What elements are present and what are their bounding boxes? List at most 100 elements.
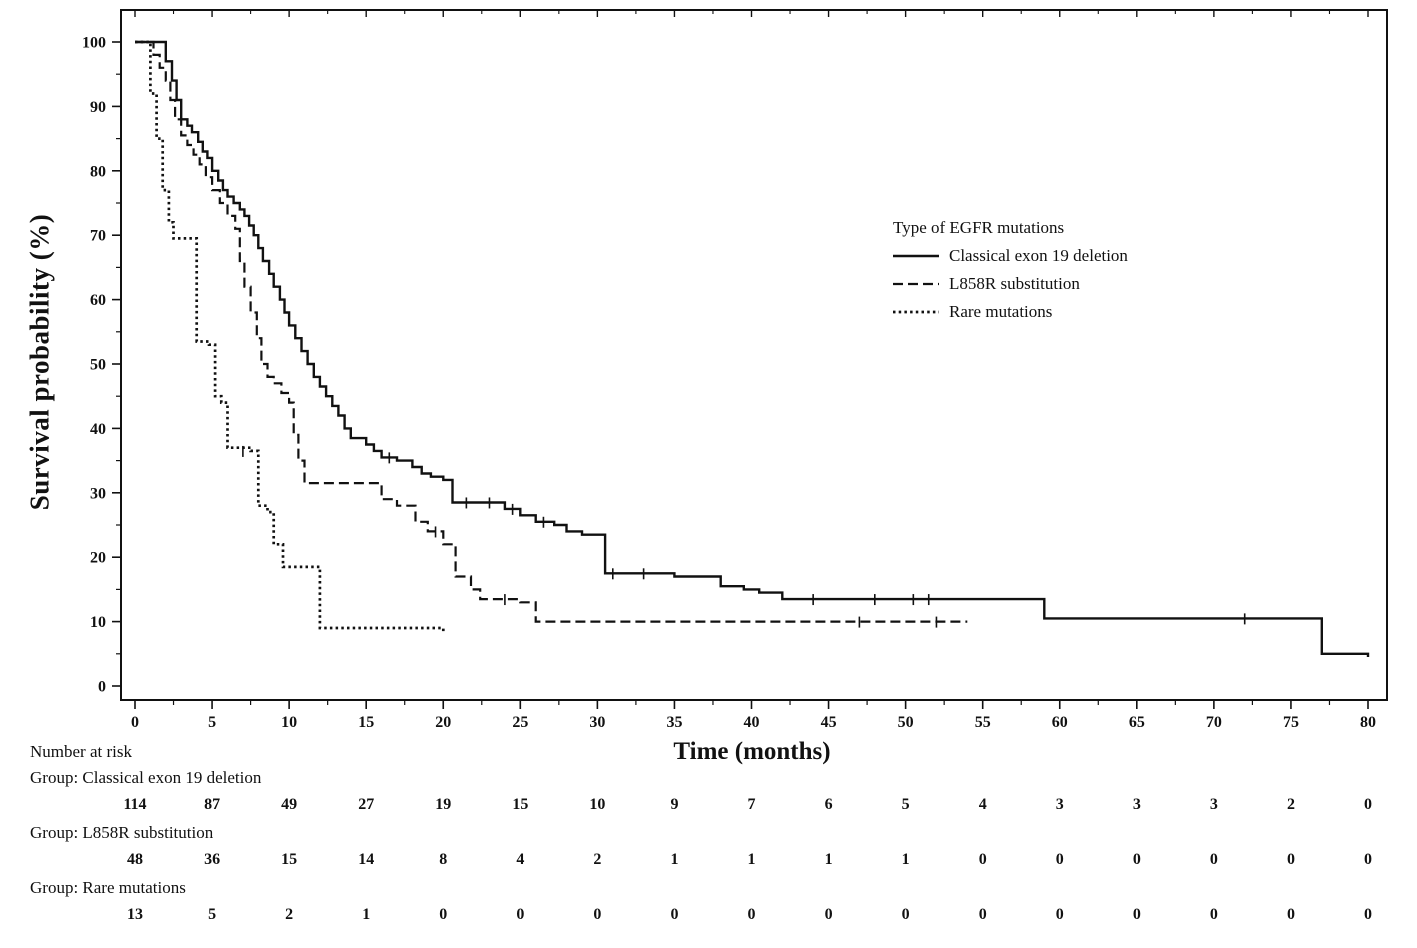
risk-count: 0 — [1055, 906, 1064, 923]
x-tick-label: 55 — [975, 714, 991, 731]
risk-group-label: Group: Classical exon 19 deletion — [30, 768, 262, 787]
legend-entry: Rare mutations — [893, 302, 1128, 322]
risk-count: 0 — [1132, 851, 1141, 868]
plot-frame — [120, 9, 1388, 701]
x-tick-label: 60 — [1052, 714, 1068, 731]
risk-count: 0 — [1209, 851, 1218, 868]
risk-count: 0 — [1055, 851, 1064, 868]
y-tick-label: 90 — [90, 99, 106, 116]
x-tick-label: 10 — [281, 714, 297, 731]
risk-count: 0 — [901, 906, 910, 923]
y-tick-label: 0 — [98, 679, 106, 696]
legend-line-sample-dashed — [893, 282, 939, 286]
legend: Type of EGFR mutations Classical exon 19… — [893, 218, 1128, 322]
risk-count: 0 — [747, 906, 756, 923]
y-tick-label: 50 — [90, 357, 106, 374]
risk-count: 0 — [824, 906, 833, 923]
risk-count: 1 — [824, 851, 833, 868]
risk-count: 15 — [281, 851, 298, 868]
legend-entry-label: Rare mutations — [949, 302, 1053, 321]
legend-entry: L858R substitution — [893, 274, 1128, 294]
risk-count: 3 — [1132, 796, 1141, 813]
risk-count: 9 — [670, 796, 679, 813]
risk-count: 14 — [358, 851, 375, 868]
risk-count: 0 — [670, 906, 679, 923]
x-tick-label: 80 — [1360, 714, 1376, 731]
x-tick-label: 70 — [1206, 714, 1222, 731]
risk-count: 0 — [1364, 851, 1372, 868]
risk-count: 87 — [204, 796, 221, 813]
x-tick-label: 5 — [208, 714, 216, 731]
risk-count: 4 — [978, 796, 987, 813]
y-tick-label: 100 — [82, 35, 106, 52]
legend-title: Type of EGFR mutations — [893, 218, 1065, 237]
x-tick-label: 40 — [744, 714, 760, 731]
risk-count: 3 — [1055, 796, 1064, 813]
km-curve-dashed — [135, 40, 968, 623]
km-plot-svg: 0 5 10 15 20 25 30 35 40 45 50 55 60 65 70 75 80 0 10 20 30 4… — [82, 9, 1388, 731]
risk-count: 1 — [747, 851, 756, 868]
risk-count: 19 — [435, 796, 452, 813]
legend-entry: Classical exon 19 deletion — [893, 246, 1128, 266]
risk-count: 0 — [516, 906, 525, 923]
x-tick-label: 25 — [512, 714, 528, 731]
x-tick-label: 75 — [1283, 714, 1299, 731]
y-axis-title: Survival probability (%) — [24, 213, 55, 511]
x-tick-label: 35 — [666, 714, 682, 731]
risk-count: 49 — [281, 796, 298, 813]
risk-count: 13 — [127, 906, 143, 923]
y-tick-label: 80 — [90, 163, 106, 180]
risk-count: 3 — [1209, 796, 1218, 813]
x-tick-label: 30 — [589, 714, 605, 731]
y-tick-label: 60 — [90, 292, 106, 309]
risk-count: 2 — [593, 851, 602, 868]
risk-count: 0 — [978, 851, 987, 868]
risk-count: 0 — [1132, 906, 1141, 923]
risk-count: 114 — [123, 796, 147, 813]
x-tick-label: 0 — [131, 714, 139, 731]
km-curve-dotted — [135, 40, 445, 632]
risk-count: 0 — [1286, 906, 1295, 923]
risk-count: 48 — [127, 851, 143, 868]
risk-count: 8 — [439, 851, 448, 868]
legend-entry-label: Classical exon 19 deletion — [949, 246, 1128, 265]
legend-entries: Classical exon 19 deletion L858R substitu… — [893, 246, 1128, 322]
risk-count: 15 — [512, 796, 529, 813]
y-tick-label: 20 — [90, 550, 106, 567]
y-tick-label: 40 — [90, 421, 106, 438]
risk-table-heading: Number at risk — [30, 742, 132, 761]
km-curve-solid — [135, 40, 1370, 657]
y-tick-label: 30 — [90, 485, 106, 502]
risk-count: 0 — [593, 906, 602, 923]
risk-count: 2 — [1286, 796, 1295, 813]
x-axis-title: Time (months) — [673, 738, 831, 765]
risk-group-label: Group: Rare mutations — [30, 878, 186, 897]
risk-count: 36 — [204, 851, 221, 868]
risk-group-label: Group: L858R substitution — [30, 823, 214, 842]
x-tick-label: 20 — [435, 714, 451, 731]
risk-count: 2 — [285, 906, 294, 923]
risk-count: 0 — [439, 906, 448, 923]
legend-line-sample-solid — [893, 254, 939, 258]
risk-count: 27 — [358, 796, 375, 813]
x-tick-label: 15 — [358, 714, 374, 731]
risk-count: 6 — [824, 796, 833, 813]
risk-count: 0 — [978, 906, 987, 923]
risk-count: 10 — [589, 796, 606, 813]
risk-count: 5 — [901, 796, 910, 813]
x-tick-label: 65 — [1129, 714, 1145, 731]
risk-count: 1 — [901, 851, 910, 868]
x-tick-label: 50 — [898, 714, 914, 731]
y-tick-label: 70 — [90, 228, 106, 245]
risk-count: 0 — [1209, 906, 1218, 923]
risk-count: 1 — [670, 851, 679, 868]
y-tick-label: 10 — [90, 614, 106, 631]
risk-count: 0 — [1286, 851, 1295, 868]
risk-count: 0 — [1364, 796, 1372, 813]
x-tick-label: 45 — [821, 714, 837, 731]
risk-count: 4 — [516, 851, 525, 868]
risk-count: 7 — [747, 796, 756, 813]
legend-entry-label: L858R substitution — [949, 274, 1080, 293]
risk-count: 0 — [1364, 906, 1372, 923]
